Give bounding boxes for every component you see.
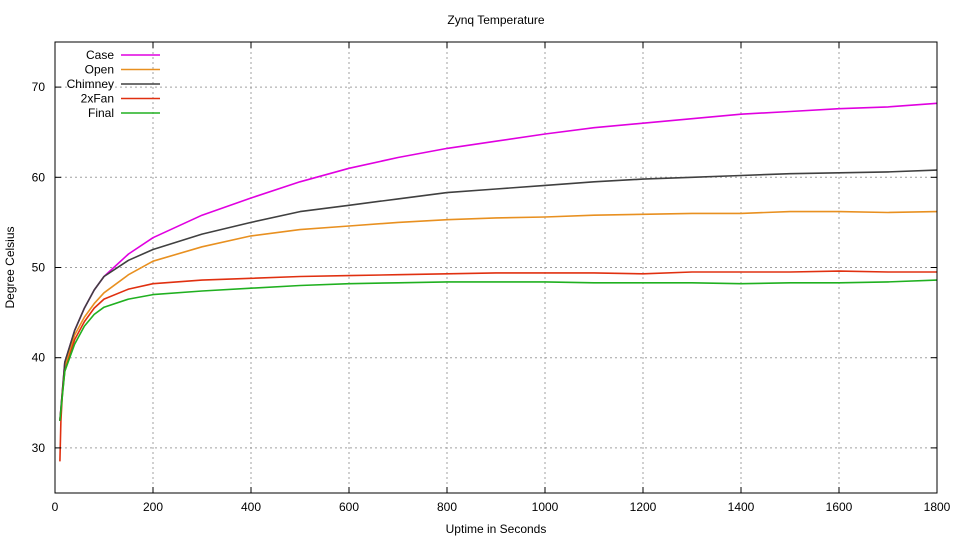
series-line-case (59, 102, 938, 421)
series-line-final (59, 279, 938, 421)
x-tick-label: 600 (339, 500, 359, 514)
y-tick-label: 30 (32, 441, 46, 455)
y-axis-label: Degree Celsius (3, 226, 17, 308)
x-tick-label: 200 (143, 500, 163, 514)
legend-label-chimney: Chimney (67, 77, 114, 91)
grid-lines (55, 42, 937, 493)
x-tick-label: 1400 (728, 500, 755, 514)
x-tick-label: 0 (52, 500, 59, 514)
x-axis-label: Uptime in Seconds (446, 522, 547, 536)
legend-label-2xfan: 2xFan (81, 92, 114, 106)
series-line-chimney (59, 169, 938, 421)
y-tick-label: 70 (32, 80, 46, 94)
series-lines (59, 102, 938, 462)
chart-title: Zynq Temperature (447, 13, 544, 27)
y-tick-label: 40 (32, 351, 46, 365)
legend-label-case: Case (86, 48, 114, 62)
legend-label-open: Open (85, 63, 114, 77)
x-tick-label: 1600 (826, 500, 853, 514)
y-tick-label: 50 (32, 261, 46, 275)
x-tick-label: 1800 (924, 500, 951, 514)
y-tick-label: 60 (32, 170, 46, 184)
axis-ticks: 0 200 400 600 800 1000 1200 1400 1600 1800 30 40 50 6… (32, 42, 951, 514)
x-tick-label: 1200 (630, 500, 657, 514)
legend-label-final: Final (88, 106, 114, 120)
x-tick-label: 400 (241, 500, 261, 514)
series-line-2xfan (59, 270, 937, 462)
series-line-open (59, 210, 938, 421)
x-tick-label: 800 (437, 500, 457, 514)
x-tick-label: 1000 (532, 500, 559, 514)
